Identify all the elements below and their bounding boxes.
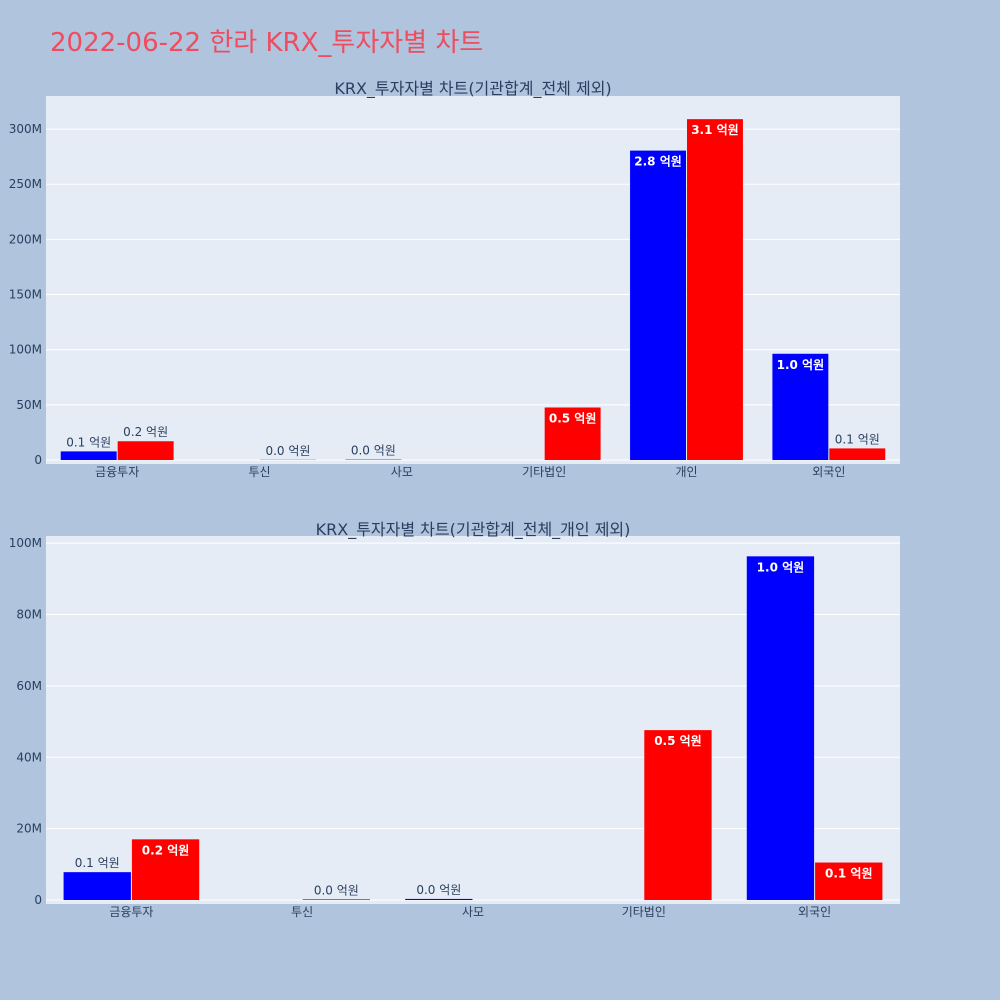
bar-red: [131, 839, 200, 900]
data-label: 0.0 억원: [416, 883, 461, 897]
bar-blue: [60, 451, 117, 460]
y-tick-label: 250M: [9, 177, 42, 191]
data-label: 0.2 억원: [142, 843, 190, 857]
y-tick-label: 0: [34, 453, 42, 467]
y-tick-label: 200M: [9, 232, 42, 246]
data-label: 1.0 억원: [777, 358, 825, 372]
x-tick-label: 기타법인: [622, 905, 666, 919]
x-tick-label: 금융투자: [109, 905, 153, 919]
x-tick-label: 사모: [462, 905, 484, 919]
x-tick-label: 개인: [675, 465, 697, 479]
bar-blue: [405, 898, 473, 900]
y-tick-label: 100M: [9, 343, 42, 357]
x-tick-label: 외국인: [798, 905, 831, 919]
bar-red: [117, 441, 174, 460]
x-tick-label: 투신: [291, 905, 313, 919]
bar-red: [302, 899, 371, 900]
bar-red: [544, 407, 601, 460]
chart-title-2: KRX_투자자별 차트(기관합계_전체_개인 제외): [316, 520, 631, 540]
data-label: 0.1 억원: [835, 432, 880, 446]
chart-title-1: KRX_투자자별 차트(기관합계_전체 제외): [334, 79, 611, 99]
bar-red: [829, 448, 886, 460]
data-label: 0.2 억원: [123, 425, 168, 439]
bar-blue: [630, 150, 686, 460]
y-tick-label: 50M: [16, 398, 42, 412]
data-label: 0.5 억원: [654, 734, 702, 748]
bar-blue: [746, 556, 815, 900]
data-label: 3.1 억원: [691, 123, 739, 137]
y-tick-label: 60M: [16, 679, 42, 693]
y-tick-label: 100M: [9, 536, 42, 550]
data-label: 0.1 억원: [75, 856, 120, 870]
plot-area-1: [46, 96, 900, 464]
bar-blue: [63, 872, 131, 900]
bar-red: [815, 862, 883, 900]
y-tick-label: 0: [34, 893, 42, 907]
y-tick-label: 80M: [16, 608, 42, 622]
page-title: 2022-06-22 한라 KRX_투자자별 차트: [50, 28, 484, 58]
y-tick-label: 20M: [16, 822, 42, 836]
y-tick-label: 300M: [9, 122, 42, 136]
bar-red: [687, 119, 743, 460]
x-tick-label: 사모: [391, 465, 413, 479]
bar-blue: [772, 353, 829, 460]
y-tick-label: 40M: [16, 750, 42, 764]
x-tick-label: 투신: [248, 465, 270, 479]
y-tick-label: 150M: [9, 288, 42, 302]
data-label: 1.0 억원: [757, 560, 805, 574]
x-tick-label: 금융투자: [95, 465, 139, 479]
bar-red: [644, 730, 712, 900]
x-tick-label: 외국인: [812, 465, 845, 479]
x-tick-label: 기타법인: [522, 465, 566, 479]
data-label: 0.0 억원: [351, 444, 396, 458]
data-label: 0.0 억원: [265, 444, 310, 458]
data-label: 2.8 억원: [634, 155, 682, 169]
data-label: 0.1 억원: [825, 867, 873, 881]
data-label: 0.1 억원: [66, 435, 111, 449]
data-label: 0.5 억원: [549, 411, 597, 425]
data-label: 0.0 억원: [314, 883, 359, 897]
